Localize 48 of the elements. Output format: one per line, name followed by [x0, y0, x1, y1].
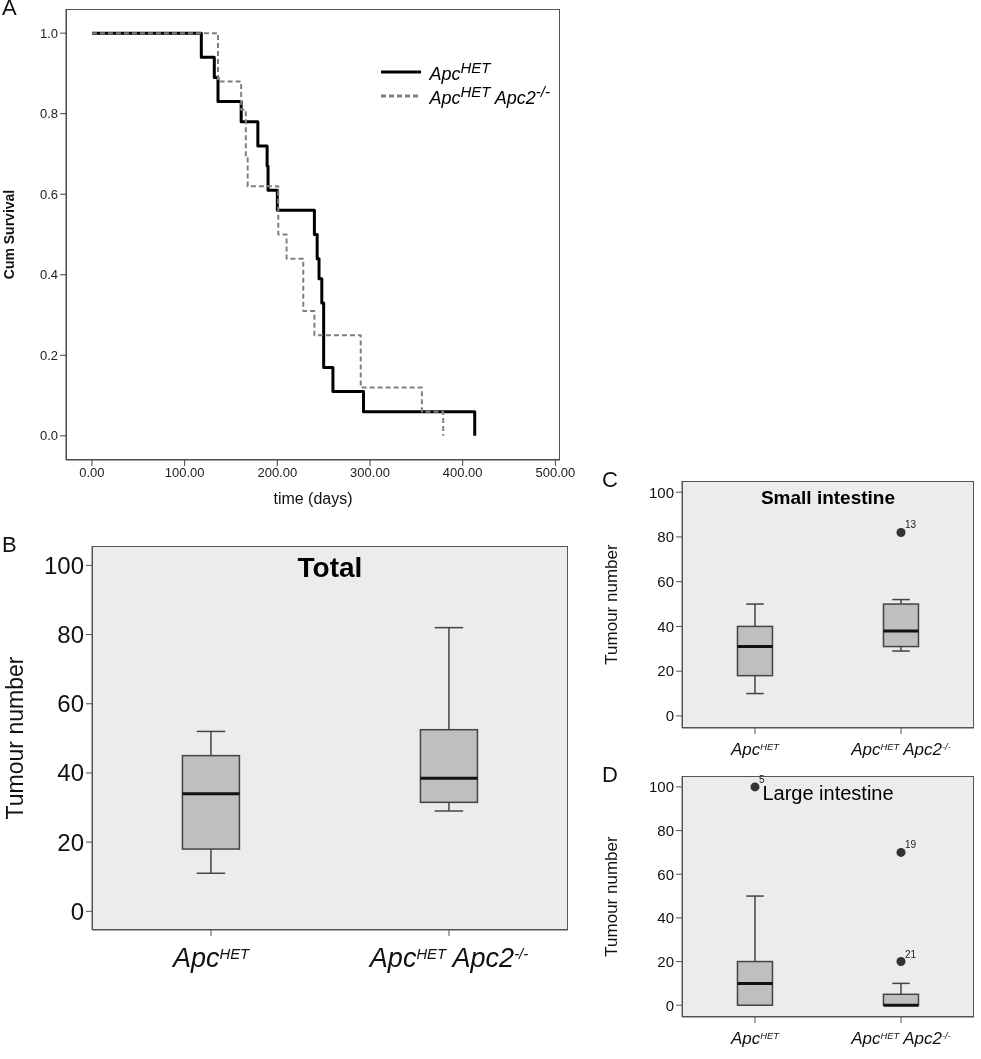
- y-tick-label: 1.0: [39, 25, 58, 41]
- chart-title: Total: [296, 552, 364, 584]
- x-tick-label: 300.00: [350, 465, 390, 481]
- y-tick-label: 20: [57, 828, 84, 856]
- y-tick-label: 60: [657, 865, 674, 883]
- y-tick-label: 0.2: [39, 347, 58, 363]
- x-axis-title: time (days): [273, 490, 353, 507]
- y-tick-label: 20: [657, 662, 674, 680]
- y-axis-title: Tumour number: [2, 656, 28, 820]
- y-tick-label: 80: [657, 821, 674, 839]
- y-tick-label: 40: [57, 759, 84, 787]
- text: D: [602, 762, 618, 788]
- annotation: 21: [905, 948, 917, 960]
- y-tick-label: 60: [657, 573, 674, 590]
- x-tick-label: 200.00: [257, 465, 298, 481]
- y-tick-label: 20: [657, 952, 674, 970]
- chart-title: Small intestine: [759, 487, 897, 509]
- y-tick-label: 0.4: [39, 267, 58, 283]
- annotation: 19: [905, 839, 917, 851]
- text: B: [2, 532, 17, 558]
- y-tick-label: 60: [57, 690, 84, 718]
- y-tick-label: 0.6: [39, 186, 58, 202]
- y-tick-label: 0: [665, 996, 674, 1014]
- y-tick-label: 0: [70, 897, 84, 925]
- y-tick-label: 0: [665, 707, 674, 725]
- text: C: [602, 467, 618, 493]
- annotation: 13: [905, 519, 917, 531]
- y-tick-label: 80: [657, 528, 674, 546]
- y-tick-label: 40: [657, 617, 674, 635]
- chart-title: Large intestine: [762, 782, 895, 805]
- y-tick-label: 100: [43, 551, 84, 579]
- y-tick-label: 100: [648, 778, 674, 796]
- x-tick-label: 500.00: [535, 465, 576, 481]
- y-axis-title: Tumour number: [602, 544, 621, 665]
- x-tick-label: 400.00: [442, 465, 483, 481]
- legend-label: Apc$^{HET}$ Apc2$^{-/-}$: [429, 83, 550, 109]
- x-tick-label: 0.00: [79, 465, 105, 481]
- x-tick-label: 100.00: [164, 465, 205, 481]
- y-tick-label: 100: [648, 483, 674, 501]
- y-tick-label: 0.8: [39, 106, 58, 122]
- y-tick-label: 80: [57, 621, 84, 649]
- y-tick-label: 40: [657, 909, 674, 927]
- text: A: [2, 0, 17, 21]
- legend-label: Apc$^{HET}$: [429, 59, 491, 85]
- y-axis-title: Tumour number: [602, 836, 621, 957]
- y-tick-label: 0.0: [39, 428, 58, 444]
- y-axis-title: Cum Survival: [1, 189, 17, 280]
- annotation: 5: [759, 773, 765, 785]
